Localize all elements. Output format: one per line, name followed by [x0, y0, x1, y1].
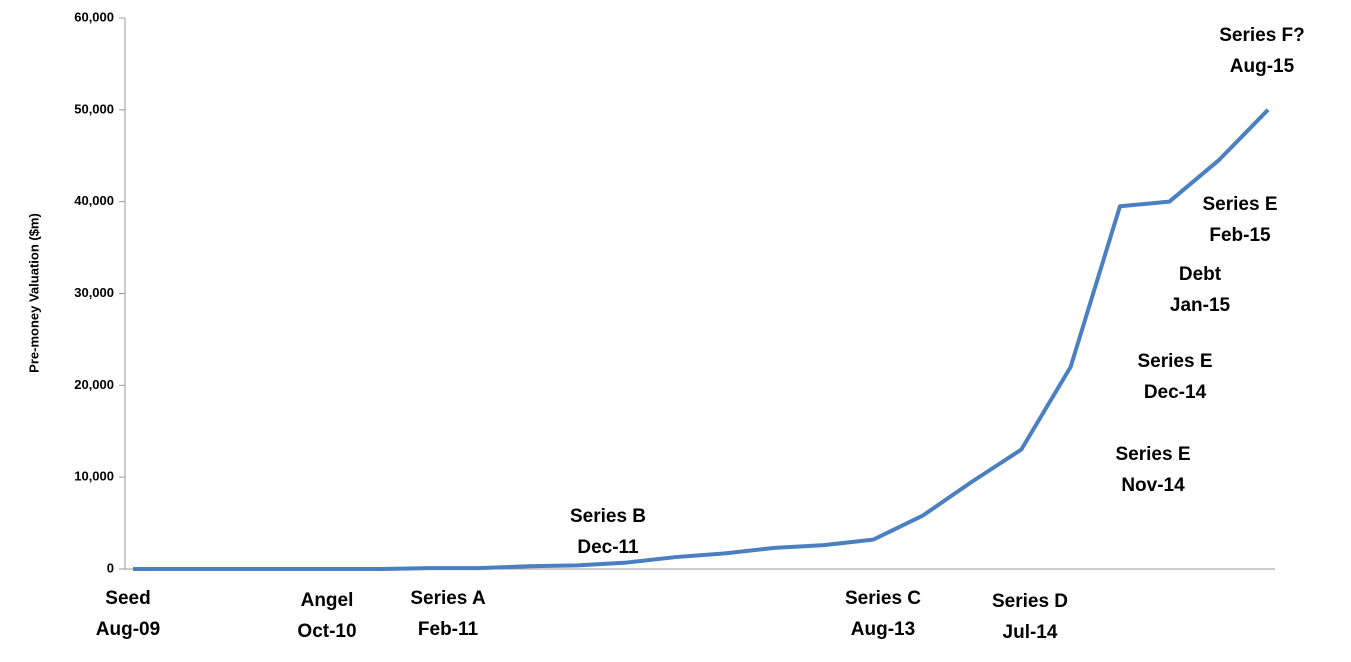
round-label: Aug-13: [851, 619, 915, 640]
round-label: Feb-15: [1209, 225, 1271, 246]
y-tick-label: 30,000: [74, 285, 114, 300]
round-label: Angel: [301, 590, 354, 611]
y-tick-label: 10,000: [74, 469, 114, 484]
round-label: Series F?: [1219, 25, 1305, 46]
y-tick-label: 20,000: [74, 377, 114, 392]
round-label: Nov-14: [1121, 475, 1185, 496]
round-label: Series A: [410, 588, 486, 609]
valuation-line: [133, 108, 1270, 571]
round-label: Feb-11: [418, 619, 479, 640]
round-label: Dec-14: [1144, 382, 1207, 403]
y-tick-label: 0: [107, 560, 114, 575]
round-label: Aug-15: [1230, 56, 1295, 77]
round-label: Series E: [1116, 444, 1191, 465]
round-label: Oct-10: [297, 621, 356, 642]
round-label: Series E: [1203, 194, 1278, 215]
round-label: Aug-09: [96, 619, 160, 640]
y-tick-label: 60,000: [74, 9, 114, 24]
y-tick-label: 50,000: [74, 101, 114, 116]
round-label: Dec-11: [577, 537, 639, 558]
round-label: Jan-15: [1170, 295, 1231, 316]
round-label: Series C: [845, 588, 921, 609]
y-tick-label: 40,000: [74, 193, 114, 208]
round-label: Series B: [570, 506, 646, 527]
round-label: Seed: [105, 588, 150, 609]
round-label: Debt: [1179, 264, 1222, 285]
y-axis-label: Pre-money Valuation ($m): [26, 213, 41, 373]
round-label: Series E: [1138, 351, 1213, 372]
round-label: Series D: [992, 591, 1068, 612]
round-label: Jul-14: [1003, 622, 1058, 643]
